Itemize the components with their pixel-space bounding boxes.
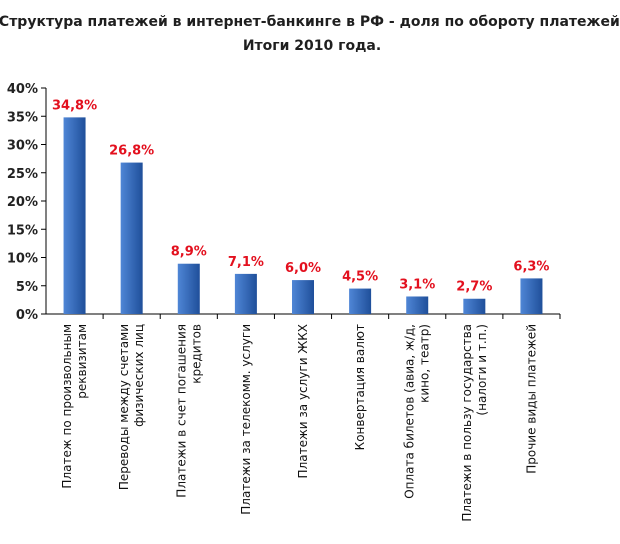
bars-group xyxy=(63,117,561,319)
y-tick-label: 0% xyxy=(16,308,38,323)
x-category-label: Переводы между счетами физических лиц xyxy=(117,324,146,490)
x-category-label: Прочие виды платежей xyxy=(524,324,538,474)
bar xyxy=(406,296,429,314)
y-tick-label: 25% xyxy=(7,167,38,182)
x-category-label: Платежи в счет погашения кредитов xyxy=(174,324,203,498)
x-category-label-line: Оплата билетов (авиа, ж/д, xyxy=(403,324,417,499)
bar xyxy=(349,288,372,314)
x-category-label: Платежи за телекомм. услуги xyxy=(239,324,253,515)
bar xyxy=(63,117,86,314)
y-tick-label: 15% xyxy=(7,223,38,238)
x-category-label-line: реквизитам xyxy=(75,324,89,399)
y-tick-label: 35% xyxy=(7,110,38,125)
y-tick-label: 40% xyxy=(7,82,38,97)
data-label: 8,9% xyxy=(171,245,207,260)
x-category-label-line: (налоги и т.п.) xyxy=(475,324,489,416)
x-category-label-line: Платежи за телекомм. услуги xyxy=(239,324,253,515)
y-tick-label: 20% xyxy=(7,195,38,210)
bar xyxy=(120,162,143,314)
x-category-label: Платежи в пользу государства (налоги и т.… xyxy=(460,324,489,522)
x-category-label: Платежи за услуги ЖКХ xyxy=(296,324,310,478)
x-category-label-line: Платежи в счет погашения xyxy=(174,324,188,498)
data-label: 34,8% xyxy=(52,98,97,113)
x-category-label: Платеж по произвольным реквизитам xyxy=(60,324,89,489)
x-category-label: Оплата билетов (авиа, ж/д, кино, театр) xyxy=(403,324,432,499)
data-labels-group: 34,8% 26,8% 8,9% 7,1% 6,0% 4,5% 3,1% 2,7% 6,3% xyxy=(52,98,549,294)
x-category-label-line: Платежи в пользу государства xyxy=(460,324,474,522)
bar xyxy=(177,263,200,314)
data-label: 6,3% xyxy=(513,259,549,274)
x-category-label-line: Платежи за услуги ЖКХ xyxy=(296,324,310,478)
data-label: 4,5% xyxy=(342,270,378,285)
x-category-label-line: Платеж по произвольным xyxy=(60,324,74,489)
bar xyxy=(234,273,257,314)
chart-title: Структура платежей в интернет-банкинге в… xyxy=(0,14,620,30)
x-category-label-line: Прочие виды платежей xyxy=(524,324,538,474)
x-category-label-line: кино, театр) xyxy=(418,324,432,403)
x-category-label-line: Переводы между счетами xyxy=(117,324,131,490)
data-label: 3,1% xyxy=(399,277,435,292)
y-tick-label: 10% xyxy=(7,252,38,267)
bar xyxy=(292,280,314,314)
data-label: 2,7% xyxy=(456,280,492,295)
data-label: 7,1% xyxy=(228,255,264,270)
data-label: 26,8% xyxy=(109,144,154,159)
chart-subtitle: Итоги 2010 года. xyxy=(243,38,381,54)
data-label: 6,0% xyxy=(285,261,321,276)
x-category-label-line: физических лиц xyxy=(132,324,146,427)
y-tick-label: 30% xyxy=(7,139,38,154)
bar xyxy=(520,278,543,314)
x-category-label-line: кредитов xyxy=(189,324,203,384)
x-category-label-line: Конвертация валют xyxy=(353,324,367,450)
bar xyxy=(463,298,486,314)
y-tick-label: 5% xyxy=(16,280,38,295)
x-category-labels: Платеж по произвольным реквизитам Переводы… xyxy=(60,324,538,522)
x-category-label: Конвертация валют xyxy=(353,324,367,450)
